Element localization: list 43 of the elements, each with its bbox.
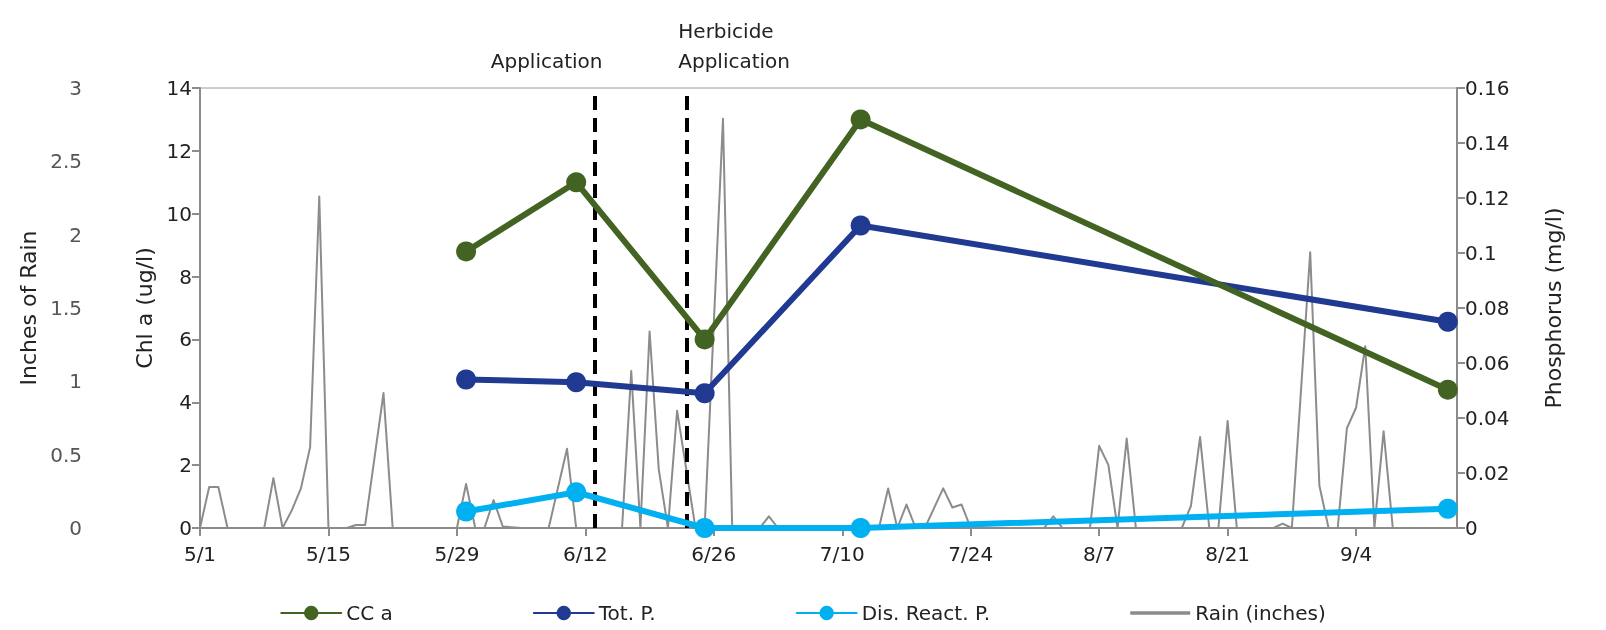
x-tick-label: 5/15 bbox=[305, 542, 351, 566]
y-tick-label: 0 bbox=[179, 516, 192, 540]
y3-tick-label: 0 bbox=[69, 516, 82, 540]
x-tick-label: 9/4 bbox=[1339, 542, 1373, 566]
y3-tick-label: 1 bbox=[69, 369, 82, 394]
y2-axis-title: Phosphorus (mg/l) bbox=[1540, 207, 1566, 409]
y2-tick-label: 0.16 bbox=[1465, 76, 1510, 100]
y2-tick-label: 0.14 bbox=[1465, 131, 1510, 155]
y-axis-title: Chl a (ug/l) bbox=[132, 247, 158, 369]
y-tick-label: 10 bbox=[166, 201, 192, 226]
y-tick-label: 14 bbox=[166, 76, 192, 100]
y3-axis-title: Inches of Rain bbox=[15, 230, 41, 386]
y3-tick-label: 3 bbox=[69, 76, 82, 100]
x-tick-label: 7/10 bbox=[819, 542, 865, 566]
ref-line-label: Herbicide Application bbox=[678, 19, 791, 73]
y-tick-label: 6 bbox=[179, 327, 192, 352]
y2-tick-label: 0.08 bbox=[1465, 296, 1510, 320]
y2-tick-label: 0.02 bbox=[1465, 461, 1510, 485]
y-tick-label: 2 bbox=[179, 453, 192, 478]
legend-label: CC a bbox=[346, 601, 393, 625]
y2-tick-label: 0.04 bbox=[1465, 406, 1510, 430]
y-tick-label: 8 bbox=[179, 264, 192, 289]
y3-tick-label: 2 bbox=[69, 222, 82, 247]
x-tick-label: 5/1 bbox=[183, 542, 217, 566]
y2-tick-label: 0 bbox=[1465, 516, 1478, 540]
x-tick-label: 8/21 bbox=[1205, 542, 1251, 566]
legend-label: Dis. React. P. bbox=[861, 601, 991, 625]
y3-tick-label: 0.5 bbox=[50, 442, 82, 467]
x-tick-label: 5/29 bbox=[434, 542, 480, 566]
y3-tick-label: 1.5 bbox=[50, 296, 82, 320]
y-tick-label: 4 bbox=[179, 390, 192, 415]
x-tick-label: 6/26 bbox=[691, 542, 737, 566]
y2-tick-label: 0.06 bbox=[1465, 351, 1510, 375]
y3-tick-label: 2.5 bbox=[50, 149, 82, 174]
y2-tick-label: 0.12 bbox=[1465, 186, 1510, 210]
x-tick-label: 8/7 bbox=[1083, 542, 1116, 566]
y2-tick-label: 0.1 bbox=[1465, 241, 1497, 265]
x-tick-label: 7/24 bbox=[948, 542, 994, 566]
legend-label: Tot. P. bbox=[597, 601, 656, 625]
legend-label: Rain (inches) bbox=[1195, 601, 1326, 625]
y-tick-label: 12 bbox=[166, 138, 192, 163]
ref-line-label: Application bbox=[490, 49, 603, 73]
x-tick-label: 6/12 bbox=[562, 542, 608, 566]
